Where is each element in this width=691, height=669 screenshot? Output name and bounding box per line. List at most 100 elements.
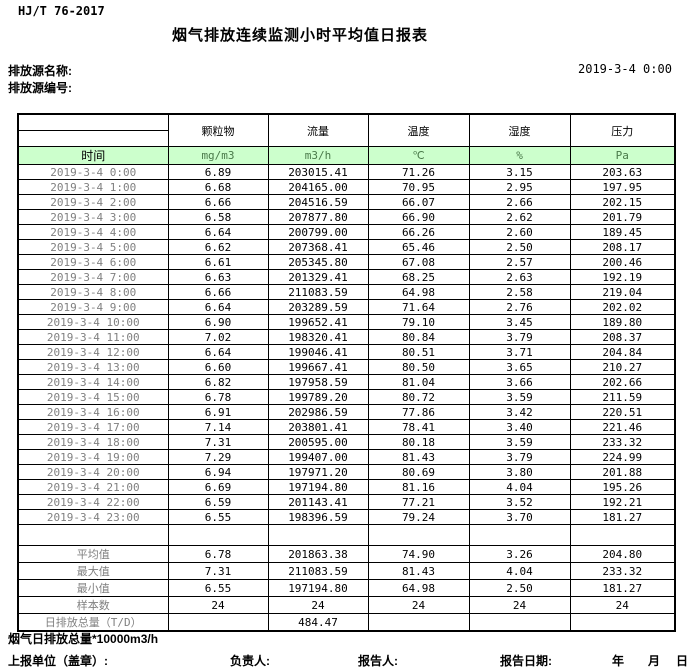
value-cell: 204.84: [569, 344, 676, 360]
time-cell: 2019-3-4 22:00: [17, 494, 169, 510]
value-cell: 6.62: [167, 239, 269, 255]
summary-label: 样本数: [17, 596, 169, 614]
value-cell: 2.60: [468, 224, 571, 240]
time-cell: 2019-3-4 17:00: [17, 419, 169, 435]
summary-row: 平均值 6.78 201863.38 74.90 3.26 204.80: [17, 545, 676, 563]
hourly-row: 2019-3-4 10:00 6.90 199652.41 79.10 3.45 189.…: [17, 314, 676, 330]
header-row-pollutants: 颗粒物 流量 温度 湿度 压力: [17, 113, 676, 147]
table-header-rows: 颗粒物 流量 温度 湿度 压力 时间 mg/m3 m3/h ℃ % Pa: [17, 113, 676, 165]
unit-pressure: Pa: [569, 146, 676, 165]
value-cell: 3.59: [468, 434, 571, 450]
summary-value-cell: 233.32: [569, 562, 676, 580]
value-cell: 7.14: [167, 419, 269, 435]
value-cell: 202.02: [569, 299, 676, 315]
value-cell: 7.31: [167, 434, 269, 450]
hourly-row: 2019-3-4 6:00 6.61 205345.80 67.08 2.57 200.4…: [17, 254, 676, 270]
summary-value-cell: 2.50: [468, 579, 571, 597]
value-cell: 203015.41: [267, 164, 369, 180]
hourly-row: 2019-3-4 23:00 6.55 198396.59 79.24 3.70 181.…: [17, 509, 676, 525]
time-cell: 2019-3-4 12:00: [17, 344, 169, 360]
hourly-row: 2019-3-4 3:00 6.58 207877.80 66.90 2.62 201.7…: [17, 209, 676, 225]
value-cell: 81.04: [367, 374, 470, 390]
hourly-row: 2019-3-4 19:00 7.29 199407.00 81.43 3.79 224.…: [17, 449, 676, 465]
year-label: 年: [612, 654, 625, 668]
value-cell: 203289.59: [267, 299, 369, 315]
value-cell: 198396.59: [267, 509, 369, 525]
units-row: 时间 mg/m3 m3/h ℃ % Pa: [17, 146, 676, 165]
summary-value-cell: 24: [569, 596, 676, 614]
hourly-row: 2019-3-4 14:00 6.82 197958.59 81.04 3.66 202.…: [17, 374, 676, 390]
value-cell: 3.70: [468, 509, 571, 525]
value-cell: 198320.41: [267, 329, 369, 345]
value-cell: 2.58: [468, 284, 571, 300]
value-cell: 202.66: [569, 374, 676, 390]
summary-value-cell: 6.78: [167, 545, 269, 563]
summary-value-cell: 74.90: [367, 545, 470, 563]
value-cell: 6.55: [167, 509, 269, 525]
value-cell: 3.80: [468, 464, 571, 480]
hourly-row: 2019-3-4 7:00 6.63 201329.41 68.25 2.63 192.1…: [17, 269, 676, 285]
hourly-row: 2019-3-4 8:00 6.66 211083.59 64.98 2.58 219.0…: [17, 284, 676, 300]
value-cell: 67.08: [367, 254, 470, 270]
value-cell: 6.58: [167, 209, 269, 225]
time-column-header: 时间: [17, 146, 169, 165]
report-unit-label: 上报单位（盖章）:: [8, 654, 108, 668]
value-cell: 6.64: [167, 224, 269, 240]
value-cell: 6.66: [167, 194, 269, 210]
value-cell: 80.18: [367, 434, 470, 450]
summary-value-cell: 24: [167, 596, 269, 614]
time-cell: 2019-3-4 4:00: [17, 224, 169, 240]
value-cell: 189.80: [569, 314, 676, 330]
col-header-flow: 流量: [267, 113, 369, 147]
value-cell: 64.98: [367, 284, 470, 300]
summary-rows: 平均值 6.78 201863.38 74.90 3.26 204.80 最大值 7.31 21…: [17, 545, 676, 632]
summary-value-cell: 6.55: [167, 579, 269, 597]
time-cell: 2019-3-4 13:00: [17, 359, 169, 375]
value-cell: 202986.59: [267, 404, 369, 420]
value-cell: 6.78: [167, 389, 269, 405]
value-cell: 204516.59: [267, 194, 369, 210]
value-cell: 6.90: [167, 314, 269, 330]
corner-cell-bottom: [17, 130, 169, 147]
value-cell: 81.16: [367, 479, 470, 495]
value-cell: 6.60: [167, 359, 269, 375]
time-cell: 2019-3-4 21:00: [17, 479, 169, 495]
value-cell: 210.27: [569, 359, 676, 375]
report-datetime: 2019-3-4 0:00: [578, 62, 672, 76]
hourly-row: 2019-3-4 9:00 6.64 203289.59 71.64 2.76 202.0…: [17, 299, 676, 315]
value-cell: 77.21: [367, 494, 470, 510]
value-cell: 2.76: [468, 299, 571, 315]
time-cell: 2019-3-4 10:00: [17, 314, 169, 330]
value-cell: 3.65: [468, 359, 571, 375]
value-cell: 6.89: [167, 164, 269, 180]
hourly-row: 2019-3-4 20:00 6.94 197971.20 80.69 3.80 201.…: [17, 464, 676, 480]
value-cell: 3.45: [468, 314, 571, 330]
value-cell: 79.24: [367, 509, 470, 525]
value-cell: 201.79: [569, 209, 676, 225]
time-cell: 2019-3-4 15:00: [17, 389, 169, 405]
summary-value-cell: 181.27: [569, 579, 676, 597]
value-cell: 2.50: [468, 239, 571, 255]
value-cell: 220.51: [569, 404, 676, 420]
time-cell: 2019-3-4 2:00: [17, 194, 169, 210]
value-cell: 3.71: [468, 344, 571, 360]
summary-value-cell: [569, 613, 676, 632]
time-cell: 2019-3-4 9:00: [17, 299, 169, 315]
summary-label: 最小值: [17, 579, 169, 597]
value-cell: 65.46: [367, 239, 470, 255]
source-id-label: 排放源编号:: [8, 81, 72, 95]
value-cell: 66.07: [367, 194, 470, 210]
value-cell: 71.26: [367, 164, 470, 180]
value-cell: 6.82: [167, 374, 269, 390]
value-cell: 200799.00: [267, 224, 369, 240]
summary-row: 最小值 6.55 197194.80 64.98 2.50 181.27: [17, 579, 676, 597]
summary-value-cell: 201863.38: [267, 545, 369, 563]
value-cell: 66.26: [367, 224, 470, 240]
value-cell: 207877.80: [267, 209, 369, 225]
summary-value-cell: 197194.80: [267, 579, 369, 597]
standard-code: HJ/T 76-2017: [18, 4, 105, 18]
time-cell: 2019-3-4 16:00: [17, 404, 169, 420]
unit-pm: mg/m3: [167, 146, 269, 165]
summary-value-cell: [167, 613, 269, 632]
